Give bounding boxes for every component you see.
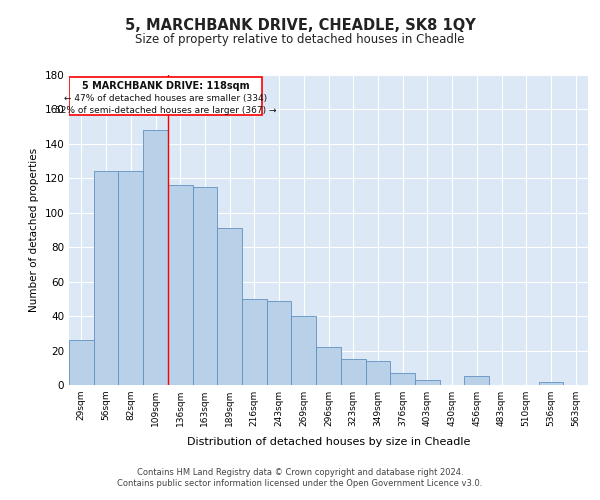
Bar [415, 380, 440, 385]
Bar [365, 361, 390, 385]
Y-axis label: Number of detached properties: Number of detached properties [29, 148, 39, 312]
Text: Size of property relative to detached houses in Cheadle: Size of property relative to detached ho… [135, 32, 465, 46]
Bar [341, 359, 365, 385]
Bar [292, 316, 316, 385]
Bar [267, 300, 292, 385]
X-axis label: Distribution of detached houses by size in Cheadle: Distribution of detached houses by size … [187, 438, 470, 448]
Bar [118, 172, 143, 385]
Text: Contains HM Land Registry data © Crown copyright and database right 2024.
Contai: Contains HM Land Registry data © Crown c… [118, 468, 482, 487]
Text: 5 MARCHBANK DRIVE: 118sqm: 5 MARCHBANK DRIVE: 118sqm [82, 81, 249, 91]
Bar [539, 382, 563, 385]
Bar [316, 347, 341, 385]
Bar [69, 340, 94, 385]
Bar [217, 228, 242, 385]
Bar [390, 373, 415, 385]
Text: 5, MARCHBANK DRIVE, CHEADLE, SK8 1QY: 5, MARCHBANK DRIVE, CHEADLE, SK8 1QY [125, 18, 475, 32]
Bar [94, 172, 118, 385]
Bar [242, 299, 267, 385]
Bar [168, 185, 193, 385]
Bar [143, 130, 168, 385]
FancyBboxPatch shape [69, 76, 262, 114]
Bar [464, 376, 489, 385]
Bar [193, 187, 217, 385]
Text: 52% of semi-detached houses are larger (367) →: 52% of semi-detached houses are larger (… [55, 106, 276, 116]
Text: ← 47% of detached houses are smaller (334): ← 47% of detached houses are smaller (33… [64, 94, 267, 103]
